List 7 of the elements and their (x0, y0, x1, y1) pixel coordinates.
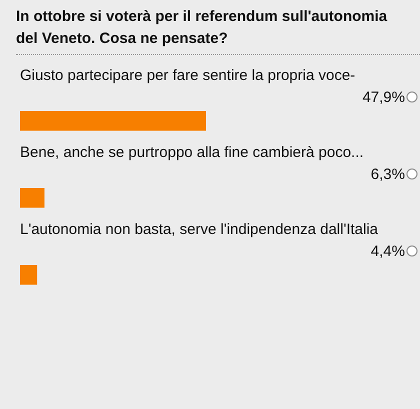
chart-title: In ottobre si voterà per il referendum sull'autonomia del Veneto. Cosa ne pensate? (16, 6, 420, 55)
data-label: 6,3% (370, 166, 405, 182)
y-tick-label: L'autonomia non basta, serve l'indipendenza dall'Italia (20, 220, 380, 240)
data-label: 4,4% (370, 242, 405, 260)
y-tick-label: Giusto partecipare per fare sentire la propria voce- (20, 66, 356, 86)
data-label: 47,9% (362, 88, 405, 106)
y-tick-label: Bene, anche se purtroppo alla fine cambierà poco... (20, 143, 365, 163)
